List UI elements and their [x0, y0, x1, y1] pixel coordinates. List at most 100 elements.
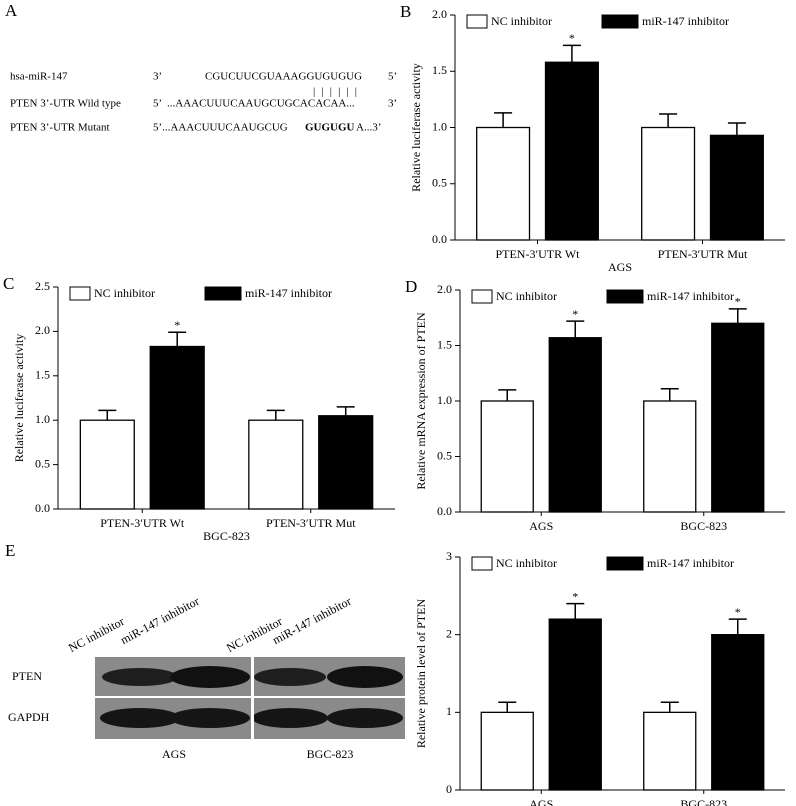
x-axis-label: BGC-823: [203, 529, 250, 543]
y-tick-label: 0.0: [35, 501, 50, 515]
seq-end: 5’: [153, 98, 162, 110]
legend-swatch: [601, 14, 639, 29]
y-tick-label: 2.0: [35, 323, 50, 337]
error-bar: [98, 409, 117, 421]
x-tick-label: BGC-823: [680, 519, 727, 533]
panel-label: B: [400, 2, 411, 21]
bar: [79, 419, 135, 510]
seq-end: 3’: [388, 98, 397, 110]
y-tick-label: 2.0: [437, 282, 452, 296]
error-bar: [659, 113, 678, 128]
x-tick-label: AGS: [529, 519, 553, 533]
error-bar: [494, 112, 513, 128]
significance-mark: *: [572, 589, 578, 603]
y-tick-label: 1.0: [432, 119, 447, 133]
error-bar: [498, 389, 517, 401]
panel-label: C: [3, 274, 14, 293]
error-bar: [566, 320, 585, 338]
error-bar: [727, 122, 746, 136]
lane-label: miR-147 inhibitor: [118, 594, 201, 647]
error-bar: [660, 388, 679, 401]
bar: [248, 419, 304, 510]
row-name: PTEN 3’-UTR Wild type: [10, 98, 121, 110]
band-label: PTEN: [12, 669, 42, 683]
bar: [711, 322, 765, 513]
significance-mark: *: [735, 295, 741, 309]
significance-mark: *: [174, 318, 180, 332]
bar: [711, 634, 765, 791]
bar: [548, 337, 602, 513]
legend-swatch: [466, 14, 488, 29]
y-axis-label: Relative luciferase activity: [12, 334, 26, 463]
lane-label: miR-147 inhibitor: [270, 594, 353, 647]
sequence-alignment: hsa-miR-147 3’ CGUCUUCGUAAAGGUGUGUG 5’ |…: [10, 71, 397, 134]
y-axis-label: Relative protein level of PTEN: [414, 599, 428, 749]
y-tick-label: 0.5: [432, 176, 447, 190]
x-tick-label: PTEN-3′UTR Wt: [100, 516, 185, 530]
x-tick-label: BGC-823: [680, 797, 727, 806]
bar: [641, 126, 696, 241]
y-tick-label: 1.5: [437, 337, 452, 351]
band-label: GAPDH: [8, 710, 50, 724]
x-tick-label: PTEN-3′UTR Mut: [658, 247, 748, 261]
legend-label: NC inhibitor: [496, 556, 557, 570]
error-bar: [660, 701, 679, 713]
y-tick-label: 0.5: [437, 448, 452, 462]
legend-swatch: [204, 286, 242, 301]
legend-label: NC inhibitor: [496, 289, 557, 303]
bar: [709, 134, 764, 241]
legend-label: miR-147 inhibitor: [647, 556, 734, 570]
y-tick-label: 1.0: [35, 412, 50, 426]
error-bar: [336, 406, 355, 416]
error-bar: [728, 308, 747, 324]
legend-swatch: [471, 556, 493, 571]
x-tick-label: AGS: [529, 797, 553, 806]
significance-mark: *: [735, 605, 741, 619]
seq-end: 5’: [388, 71, 397, 83]
y-tick-label: 0.5: [35, 456, 50, 470]
y-tick-label: 1: [446, 704, 452, 718]
significance-mark: *: [569, 31, 575, 45]
panel-label: D: [405, 277, 417, 296]
group-label: AGS: [162, 747, 186, 761]
y-tick-label: 3: [446, 549, 452, 563]
y-tick-label: 1.0: [437, 393, 452, 407]
x-tick-label: PTEN-3′UTR Mut: [266, 516, 356, 530]
group-label: BGC-823: [307, 747, 354, 761]
legend-swatch: [606, 289, 644, 304]
y-tick-label: 0: [446, 782, 452, 796]
row-name: PTEN 3’-UTR Mutant: [10, 122, 110, 134]
sequence: ...AAACUUUCAAUGCUGCACACAA...: [167, 98, 355, 110]
error-bar: [566, 602, 585, 620]
legend-label: NC inhibitor: [94, 286, 155, 300]
legend-swatch: [606, 556, 644, 571]
bar: [476, 126, 531, 241]
significance-mark: *: [572, 307, 578, 321]
error-bar: [562, 44, 581, 63]
bar: [480, 711, 534, 791]
panel-label: A: [5, 1, 18, 20]
y-tick-label: 0.0: [432, 232, 447, 246]
seq-end: 3’: [153, 71, 162, 83]
y-tick-label: 2: [446, 626, 452, 640]
legend-swatch: [69, 286, 91, 301]
legend-label: miR-147 inhibitor: [245, 286, 332, 300]
pairing: ||||||: [313, 86, 357, 98]
x-tick-label: PTEN-3′UTR Wt: [495, 247, 580, 261]
legend-swatch: [471, 289, 493, 304]
error-bar: [728, 618, 747, 635]
y-tick-label: 2.5: [35, 279, 50, 293]
y-tick-label: 0.0: [437, 504, 452, 518]
bar: [318, 415, 374, 510]
sequence: A...3’: [356, 122, 381, 134]
error-bar: [168, 331, 187, 347]
sequence: 5’...AAACUUUCAAUGCUG: [153, 122, 288, 134]
row-name: hsa-miR-147: [10, 71, 68, 83]
y-axis-label: Relative luciferase activity: [409, 63, 423, 192]
bar: [643, 711, 697, 791]
x-axis-label: AGS: [608, 260, 632, 274]
y-tick-label: 2.0: [432, 7, 447, 21]
bar: [548, 618, 602, 791]
y-tick-label: 1.5: [35, 368, 50, 382]
